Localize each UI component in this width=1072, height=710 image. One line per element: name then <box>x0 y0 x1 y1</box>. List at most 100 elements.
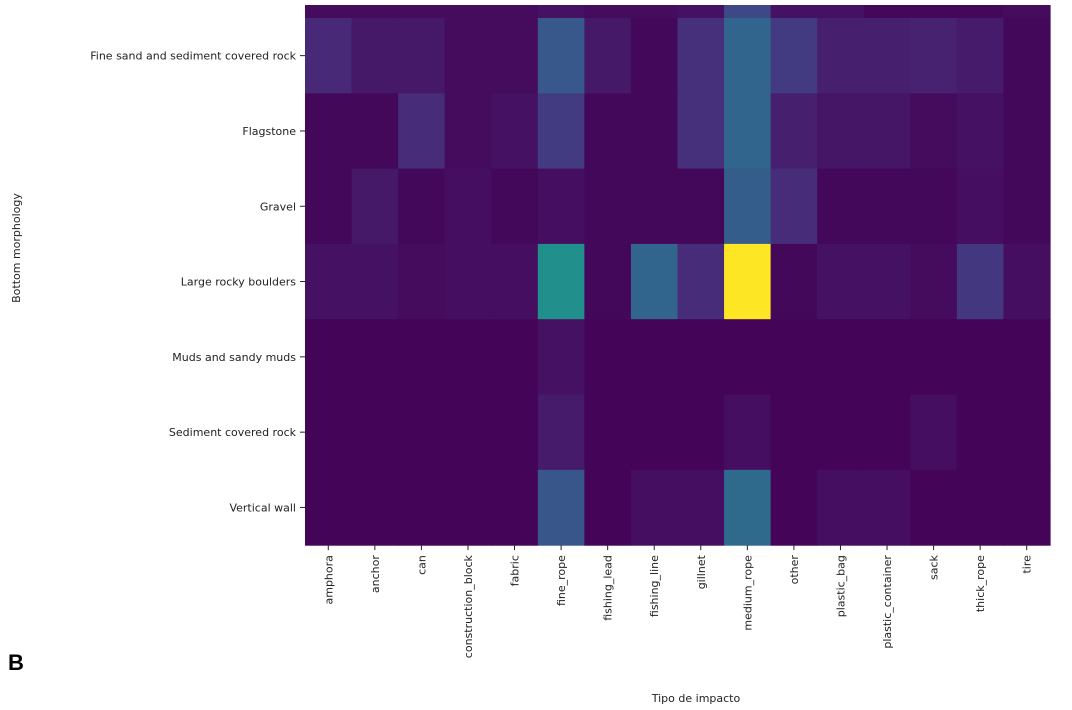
y-tick-label: Muds and sandy muds <box>172 351 296 364</box>
heatmap-cell <box>537 319 585 396</box>
x-tick-label: gillnet <box>695 554 708 589</box>
heatmap-cell <box>584 93 632 170</box>
heatmap-cell <box>817 469 865 546</box>
heatmap-cell <box>398 394 446 471</box>
heatmap-cell <box>956 319 1005 396</box>
heatmap-cell <box>724 319 772 396</box>
panel-label: B <box>8 650 24 675</box>
heatmap-cell <box>444 319 492 396</box>
heatmap-cell <box>1003 319 1051 396</box>
heatmap-cell <box>584 319 632 396</box>
heatmap-cell <box>537 93 585 170</box>
x-tick-label: fine_rope <box>555 555 568 606</box>
y-tick-label: Gravel <box>260 200 296 213</box>
heatmap-cell <box>817 93 865 170</box>
heatmap-cell <box>770 168 818 245</box>
heatmap-cell-partial <box>863 5 911 19</box>
heatmap-cell <box>398 319 446 396</box>
heatmap-cell <box>630 93 679 170</box>
heatmap-cell <box>956 168 1005 245</box>
x-tick-label: construction_block <box>462 554 475 658</box>
heatmap-cell-partial <box>444 5 492 19</box>
x-tick-label: anchor <box>369 555 382 593</box>
heatmap-cell-partial <box>770 5 818 19</box>
heatmap-cell-partial <box>491 5 539 19</box>
heatmap-cell <box>491 469 539 546</box>
heatmap-cell <box>584 469 632 546</box>
x-tick-label: fishing_line <box>648 555 661 617</box>
heatmap-cell <box>770 18 818 94</box>
heatmap-cell <box>444 243 492 320</box>
heatmap-cell <box>491 394 539 471</box>
heatmap-cell <box>677 18 725 94</box>
heatmap-cell <box>1003 394 1051 471</box>
x-tick-label: plastic_container <box>881 555 894 649</box>
heatmap-cell <box>817 18 865 94</box>
heatmap-cell-partial <box>1003 5 1051 19</box>
heatmap-cell <box>677 469 725 546</box>
heatmap-cell <box>1003 18 1051 94</box>
heatmap-cell <box>491 93 539 170</box>
heatmap-cell <box>351 168 399 245</box>
heatmap-cell <box>910 469 958 546</box>
heatmap-cell-partial <box>677 5 725 19</box>
heatmap-cell <box>863 394 911 471</box>
heatmap-cell <box>770 469 818 546</box>
heatmap-cell-partial <box>630 5 679 19</box>
heatmap-cell-partial <box>537 5 585 19</box>
heatmap-cell <box>863 168 911 245</box>
heatmap-cell <box>817 168 865 245</box>
heatmap-cell <box>724 18 772 94</box>
heatmap-cell <box>305 93 353 170</box>
heatmap-cell <box>351 319 399 396</box>
heatmap-cell <box>910 319 958 396</box>
x-tick-label: thick_rope <box>974 555 987 612</box>
heatmap-cell <box>724 394 772 471</box>
heatmap-cell-partial <box>305 5 353 19</box>
heatmap-cell <box>1003 243 1051 320</box>
heatmap-cell <box>817 394 865 471</box>
heatmap-cell <box>770 394 818 471</box>
x-axis-label: Tipo de impacto <box>651 692 741 705</box>
heatmap-cell <box>1003 168 1051 245</box>
heatmap-cell <box>584 243 632 320</box>
heatmap-cell <box>444 168 492 245</box>
heatmap-cell <box>630 319 679 396</box>
heatmap-cell <box>491 243 539 320</box>
heatmap-cell <box>491 18 539 94</box>
heatmap-cell <box>1003 93 1051 170</box>
heatmap-cell <box>956 243 1005 320</box>
heatmap-cell <box>910 168 958 245</box>
heatmap-cell <box>770 93 818 170</box>
heatmap-cell <box>817 319 865 396</box>
x-tick-label: fishing_lead <box>602 555 615 621</box>
heatmap-cell <box>630 243 679 320</box>
heatmap-cell <box>863 18 911 94</box>
heatmap-cell <box>910 93 958 170</box>
heatmap-cell <box>677 243 725 320</box>
heatmap-cell <box>677 93 725 170</box>
heatmap-cell <box>584 394 632 471</box>
heatmap-cell <box>351 18 399 94</box>
heatmap-cell-partial <box>351 5 399 19</box>
heatmap-cell <box>398 469 446 546</box>
y-axis-ticks: Fine sand and sediment covered rock Flags… <box>90 50 305 514</box>
heatmap-cell <box>630 394 679 471</box>
heatmap-cell <box>351 469 399 546</box>
heatmap-cell <box>444 18 492 94</box>
y-tick-label: Fine sand and sediment covered rock <box>90 50 296 63</box>
heatmap-cell <box>398 168 446 245</box>
heatmap-cell <box>770 319 818 396</box>
heatmap-cell <box>910 18 958 94</box>
heatmap-cell <box>351 243 399 320</box>
heatmap-cell <box>351 394 399 471</box>
heatmap-cell <box>630 18 679 94</box>
y-tick-label: Flagstone <box>242 125 296 138</box>
heatmap-cell <box>956 93 1005 170</box>
heatmap-cell-partial <box>398 5 446 19</box>
heatmap-cell <box>398 93 446 170</box>
heatmap-cell <box>305 469 353 546</box>
heatmap-cell <box>398 18 446 94</box>
heatmap-cell <box>351 93 399 170</box>
